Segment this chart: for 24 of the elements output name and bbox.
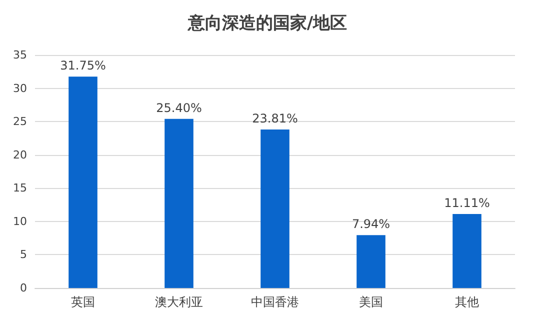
- chart-title: 意向深造的国家/地区: [186, 14, 348, 34]
- bar: [260, 129, 290, 288]
- data-label: 23.81%: [252, 111, 298, 126]
- x-tick-label: 其他: [455, 295, 479, 309]
- y-tick-label: 35: [13, 48, 27, 62]
- bar: [356, 235, 386, 288]
- y-tick-label: 10: [13, 214, 27, 228]
- x-tick-label: 中国香港: [251, 295, 299, 309]
- data-label: 25.40%: [156, 100, 202, 115]
- bar: [68, 76, 98, 288]
- x-tick-label: 英国: [71, 295, 95, 309]
- y-tick-label: 30: [13, 82, 27, 95]
- y-tick-label: 25: [13, 115, 27, 128]
- y-tick-label: 20: [13, 148, 27, 162]
- data-label: 11.11%: [444, 196, 490, 210]
- y-tick-label: 0: [20, 282, 27, 294]
- y-tick-label: 5: [20, 248, 27, 262]
- bar: [164, 118, 194, 288]
- y-tick-label: 15: [13, 182, 27, 195]
- x-tick-label: 澳大利亚: [155, 295, 203, 309]
- data-label: 7.94%: [352, 217, 390, 232]
- x-tick-label: 美国: [359, 295, 383, 309]
- bar: [452, 214, 482, 288]
- data-label: 31.75%: [60, 58, 106, 73]
